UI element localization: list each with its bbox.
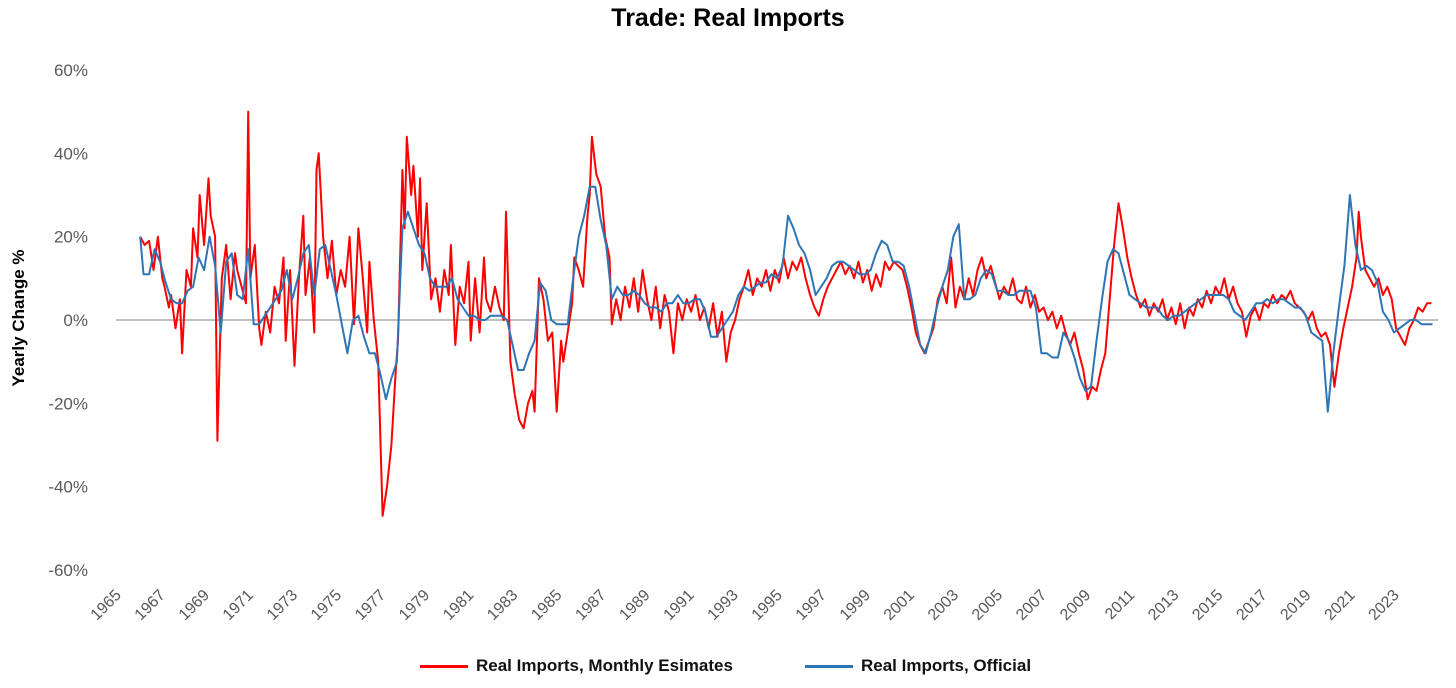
legend: Real Imports, Monthly Esimates Real Impo… xyxy=(0,656,1456,684)
series-layer xyxy=(139,110,1433,517)
x-tick-label: 1975 xyxy=(308,587,345,624)
y-tick-label: -40% xyxy=(48,478,88,497)
x-tick-label: 1977 xyxy=(352,587,389,624)
series-line-official xyxy=(139,185,1433,413)
y-axis-ticks: 60% 40% 20% 0% -20% -40% -60% xyxy=(48,61,88,580)
legend-item-official: Real Imports, Official xyxy=(805,656,1031,676)
x-tick-label: 2013 xyxy=(1145,587,1182,624)
x-tick-label: 2011 xyxy=(1102,587,1138,623)
x-tick-label: 2023 xyxy=(1366,587,1403,624)
y-tick-label: 0% xyxy=(63,311,88,330)
x-tick-label: 1973 xyxy=(264,587,301,624)
x-tick-label: 1979 xyxy=(396,587,433,624)
x-tick-label: 2021 xyxy=(1322,587,1359,624)
x-tick-label: 1985 xyxy=(528,587,565,624)
x-tick-label: 1999 xyxy=(837,587,874,624)
x-tick-label: 2003 xyxy=(925,587,962,624)
x-tick-label: 1965 xyxy=(88,587,125,624)
line-chart: Yearly Change % 60%40%20%0%-20%-40%-60% … xyxy=(9,61,1438,624)
legend-label-official: Real Imports, Official xyxy=(861,656,1032,675)
x-tick-label: 2007 xyxy=(1013,587,1050,624)
x-tick-label: 2009 xyxy=(1057,587,1094,624)
x-axis-ticks: 1965 1967 1969 1971 1973 1975 1977 1979 1981 1983… xyxy=(88,587,1403,624)
y-tick-label: -60% xyxy=(48,561,88,580)
x-tick-label: 1997 xyxy=(793,587,830,624)
legend-item-monthly-estimates: Real Imports, Monthly Esimates xyxy=(420,656,733,676)
y-tick-label: 60% xyxy=(54,61,88,80)
y-tick-label: 40% xyxy=(54,144,88,163)
x-tick-label: 1989 xyxy=(616,587,653,624)
y-axis-title: Yearly Change % xyxy=(9,249,28,386)
x-tick-label: 1967 xyxy=(132,587,169,624)
legend-swatch-official xyxy=(805,664,853,668)
legend-swatch-monthly xyxy=(420,664,468,668)
x-tick-label: 1983 xyxy=(484,587,521,624)
chart-title: Trade: Real Imports xyxy=(611,4,845,32)
x-tick-label: 1995 xyxy=(749,587,786,624)
x-tick-label: 2015 xyxy=(1189,587,1226,624)
x-tick-label: 1971 xyxy=(220,587,257,624)
x-tick-label: 2005 xyxy=(969,587,1006,624)
y-tick-label: -20% xyxy=(48,394,88,413)
x-tick-label: 1987 xyxy=(572,587,609,624)
legend-label-monthly: Real Imports, Monthly Esimates xyxy=(476,656,733,675)
x-tick-label: 1969 xyxy=(176,587,213,624)
x-tick-label: 2001 xyxy=(881,587,918,624)
x-tick-label: 1993 xyxy=(705,587,742,624)
x-tick-label: 2017 xyxy=(1233,587,1270,624)
x-tick-label: 2019 xyxy=(1277,587,1314,624)
y-tick-label: 20% xyxy=(54,228,88,247)
x-tick-label: 1991 xyxy=(661,587,698,624)
x-tick-label: 1981 xyxy=(440,587,477,624)
